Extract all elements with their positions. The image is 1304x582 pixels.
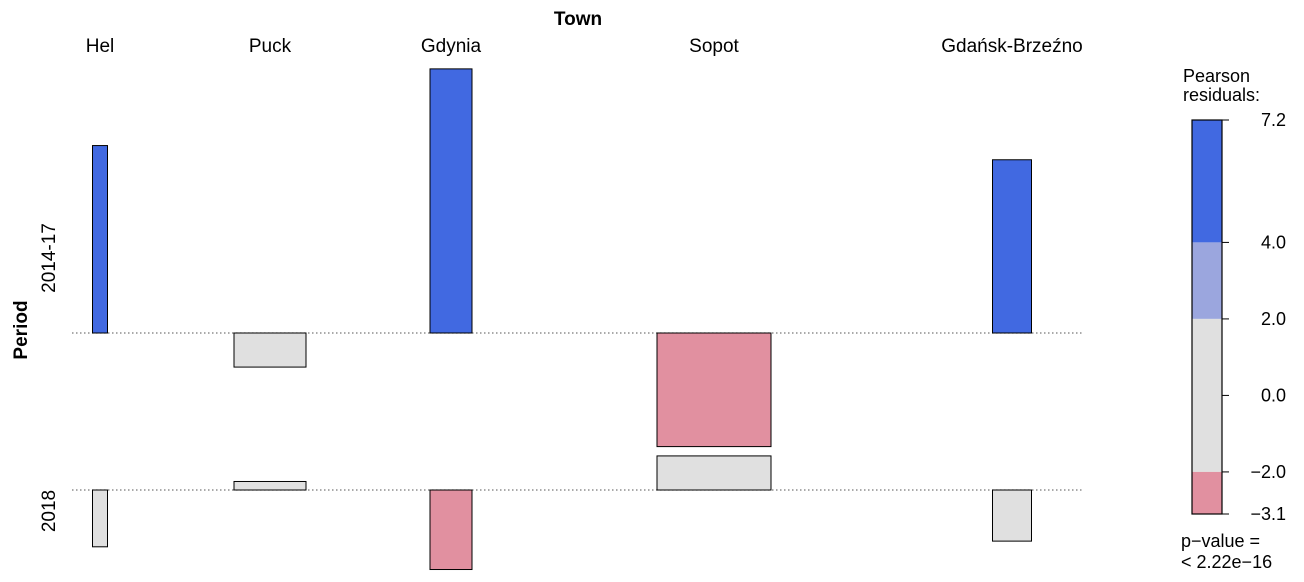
residual-bar	[992, 489, 1032, 542]
legend-frame	[1191, 119, 1223, 515]
residual-bar	[429, 68, 473, 334]
residual-bars	[92, 68, 1032, 571]
residual-bar	[656, 332, 772, 448]
residual-bar	[233, 332, 307, 368]
column-label: Hel	[86, 36, 115, 57]
residual-bar	[656, 455, 772, 491]
row-label: 2014-17	[39, 223, 60, 293]
legend-color-bar	[1191, 119, 1223, 515]
residual-bar	[92, 145, 108, 334]
legend-segment	[1192, 318, 1222, 472]
column-label: Sopot	[689, 36, 739, 57]
legend-ticks: 7.2 4.0 2.0 0.0 −2.0 −3.1	[1222, 110, 1286, 524]
side-variable-title: Period	[11, 300, 32, 359]
legend-segment	[1192, 120, 1222, 243]
legend-tick-label: 2.0	[1261, 309, 1286, 329]
top-variable-title: Town	[554, 9, 602, 30]
column-label: Puck	[249, 36, 292, 57]
legend-tick-label: 0.0	[1261, 385, 1286, 405]
residual-bar	[92, 489, 108, 548]
legend-title-line1: Pearson	[1183, 66, 1250, 86]
column-label: Gdynia	[421, 36, 482, 57]
residual-bar	[233, 480, 307, 491]
baselines	[72, 332, 1084, 491]
p-value-label: p−value =	[1181, 531, 1260, 551]
legend-tick-label: 4.0	[1261, 232, 1286, 252]
legend: Pearson residuals: 7.24.02.00.0−2.0−3.1 …	[1181, 66, 1286, 572]
residual-bar	[429, 489, 473, 571]
column-labels: Hel Puck Gdynia Sopot Gdańsk-Brzeźno	[86, 36, 1083, 57]
legend-tick-label: −3.1	[1250, 504, 1286, 524]
column-label: Gdańsk-Brzeźno	[941, 36, 1083, 57]
legend-tick-label: −2.0	[1250, 462, 1286, 482]
residual-bar	[992, 159, 1032, 334]
legend-segment	[1192, 242, 1222, 319]
legend-title-line2: residuals:	[1183, 85, 1260, 105]
legend-segment	[1192, 471, 1222, 514]
p-value-value: < 2.22e−16	[1181, 552, 1272, 572]
row-labels: 2014-17 2018	[39, 223, 60, 532]
legend-tick-label: 7.2	[1261, 110, 1286, 130]
row-label: 2018	[39, 490, 60, 532]
